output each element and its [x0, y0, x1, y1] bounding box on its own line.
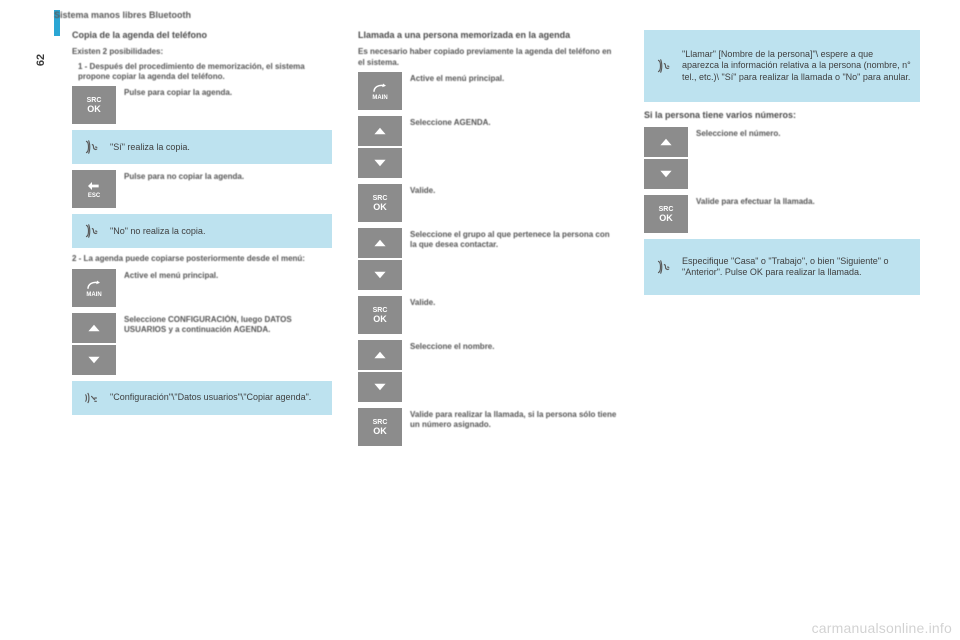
- column-2: Llamada a una persona memorizada en la a…: [358, 30, 618, 452]
- c2-r6-text: Seleccione el nombre.: [410, 340, 494, 352]
- voice-hint-no: "No" no realiza la copia.: [72, 214, 332, 248]
- row-nocopy: ESC Pulse para no copiar la agenda.: [72, 170, 332, 208]
- voice-icon: [652, 55, 674, 77]
- voice-hint-yes: "Sí" realiza la copia.: [72, 130, 332, 164]
- c2-row3: SRCOK Valide.: [358, 184, 618, 222]
- src-ok-icon: SRCOK: [358, 184, 402, 222]
- row-copy: SRCOK Pulse para copiar la agenda.: [72, 86, 332, 124]
- src-ok-icon: SRCOK: [358, 296, 402, 334]
- c2-row2: Seleccione AGENDA.: [358, 116, 618, 178]
- updown-icon: [644, 127, 688, 189]
- voice-hint-no-text: "No" no realiza la copia.: [110, 226, 205, 237]
- c3-r1-text: Seleccione el número.: [696, 127, 780, 139]
- col1-intro1: Existen 2 posibilidades:: [72, 47, 332, 57]
- c2-row4: Seleccione el grupo al que pertenece la …: [358, 228, 618, 290]
- col1-step2: 2 - La agenda puede copiarse posteriorme…: [72, 254, 332, 264]
- col1-step1: 1 - Después del procedimiento de memoriz…: [72, 62, 332, 83]
- esc-icon: ESC: [72, 170, 116, 208]
- row-config-text: Seleccione CONFIGURACIÓN, luego DATOS US…: [124, 313, 332, 335]
- src-ok-icon: SRCOK: [358, 408, 402, 446]
- col2-title: Llamada a una persona memorizada en la a…: [358, 30, 618, 41]
- main-icon: MAIN: [72, 269, 116, 307]
- c2-row5: SRCOK Valide.: [358, 296, 618, 334]
- column-3: "Llamar" [Nombre de la persona]"\ espere…: [644, 30, 920, 452]
- c2-r7-text: Valide para realizar la llamada, si la p…: [410, 408, 618, 430]
- c3-r2-text: Valide para efectuar la llamada.: [696, 195, 815, 207]
- watermark: carmanualsonline.info: [812, 620, 952, 636]
- row-copy-text: Pulse para copiar la agenda.: [124, 86, 232, 98]
- c3-row2: SRCOK Valide para efectuar la llamada.: [644, 195, 920, 233]
- voice-hint-call-text: "Llamar" [Nombre de la persona]"\ espere…: [682, 49, 912, 83]
- c2-r2-text: Seleccione AGENDA.: [410, 116, 491, 128]
- voice-hint-specify-text: Especifique "Casa" o "Trabajo", o bien "…: [682, 256, 912, 279]
- c2-r5-text: Valide.: [410, 296, 435, 308]
- page-number: 62: [35, 54, 47, 66]
- row-main-text: Active el menú principal.: [124, 269, 218, 281]
- updown-icon: [358, 116, 402, 178]
- voice-hint-specify: Especifique "Casa" o "Trabajo", o bien "…: [644, 239, 920, 295]
- src-ok-icon: SRCOK: [72, 86, 116, 124]
- c2-row7: SRCOK Valide para realizar la llamada, s…: [358, 408, 618, 446]
- col2-intro: Es necesario haber copiado previamente l…: [358, 47, 618, 68]
- c2-row1: MAIN Active el menú principal.: [358, 72, 618, 110]
- c2-r3-text: Valide.: [410, 184, 435, 196]
- voice-hint-config: "Configuración"\"Datos usuarios"\"Copiar…: [72, 381, 332, 415]
- voice-icon: [652, 256, 674, 278]
- voice-icon: [80, 136, 102, 158]
- voice-hint-yes-text: "Sí" realiza la copia.: [110, 142, 190, 153]
- voice-hint-config-text: "Configuración"\"Datos usuarios"\"Copiar…: [110, 392, 311, 403]
- updown-icon: [72, 313, 116, 375]
- col3-subtitle: Si la persona tiene varios números:: [644, 110, 920, 121]
- column-1: Copia de la agenda del teléfono Existen …: [72, 30, 332, 452]
- src-ok-icon: SRCOK: [644, 195, 688, 233]
- c2-r4-text: Seleccione el grupo al que pertenece la …: [410, 228, 618, 250]
- c2-r1-text: Active el menú principal.: [410, 72, 504, 84]
- updown-icon: [358, 340, 402, 402]
- section-header: Sistema manos libres Bluetooth: [54, 10, 924, 20]
- col1-title: Copia de la agenda del teléfono: [72, 30, 332, 41]
- voice-hint-call: "Llamar" [Nombre de la persona]"\ espere…: [644, 30, 920, 102]
- c2-row6: Seleccione el nombre.: [358, 340, 618, 402]
- main-icon: MAIN: [358, 72, 402, 110]
- page-content: Sistema manos libres Bluetooth Copia de …: [54, 10, 924, 620]
- voice-icon: [80, 220, 102, 242]
- row-nocopy-text: Pulse para no copiar la agenda.: [124, 170, 244, 182]
- c3-row1: Seleccione el número.: [644, 127, 920, 189]
- voice-icon: [80, 387, 102, 409]
- updown-icon: [358, 228, 402, 290]
- row-main-menu: MAIN Active el menú principal.: [72, 269, 332, 307]
- row-config: Seleccione CONFIGURACIÓN, luego DATOS US…: [72, 313, 332, 375]
